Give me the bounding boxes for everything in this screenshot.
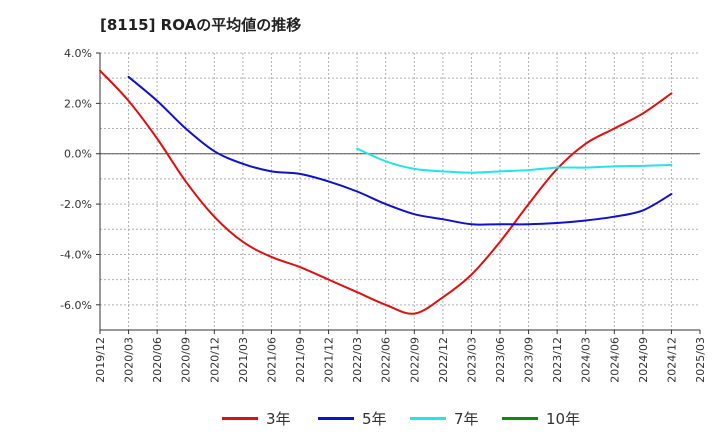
x-tick-label: 2024/12 [665, 337, 678, 383]
legend-label-5y: 5年 [362, 410, 387, 428]
x-tick-label: 2022/09 [408, 337, 421, 383]
x-tick-label: 2021/12 [323, 337, 336, 383]
x-tick-label: 2022/06 [380, 337, 393, 383]
legend-label-3y: 3年 [266, 410, 291, 428]
y-tick-label: -4.0% [60, 248, 92, 261]
legend-swatch-5y [318, 417, 354, 420]
series-line-7年 [356, 147, 673, 174]
x-tick-label: 2023/12 [551, 337, 564, 383]
legend-swatch-3y [222, 417, 258, 420]
x-tick-label: 2020/06 [151, 337, 164, 383]
x-tick-label: 2023/09 [523, 337, 536, 383]
x-tick-label: 2023/03 [465, 337, 478, 383]
legend-item-10y: 10年 [502, 408, 580, 429]
x-tick-label: 2024/03 [580, 337, 593, 383]
x-tick-label: 2023/06 [494, 337, 507, 383]
series-line-3年 [99, 69, 673, 315]
series-line-5年 [127, 75, 673, 226]
legend-item-5y: 5年 [318, 408, 387, 429]
x-tick-label: 2021/06 [265, 337, 278, 383]
grid-lines [100, 52, 700, 331]
y-tick-label: 0.0% [64, 148, 92, 161]
x-tick-label: 2022/03 [351, 337, 364, 383]
plot-area [100, 53, 700, 330]
x-tick-label: 2021/09 [294, 337, 307, 383]
legend-swatch-10y [502, 417, 538, 420]
x-tick-label: 2025/03 [694, 337, 707, 383]
x-tick-label: 2019/12 [94, 337, 107, 383]
x-tick-label: 2024/09 [637, 337, 650, 383]
x-tick-label: 2021/03 [237, 337, 250, 383]
legend-label-10y: 10年 [546, 410, 581, 428]
x-tick-label: 2020/12 [208, 337, 221, 383]
legend-item-3y: 3年 [222, 408, 291, 429]
y-tick-label: -2.0% [60, 198, 92, 211]
x-tick-label: 2020/09 [180, 337, 193, 383]
x-tick-label: 2020/03 [123, 337, 136, 383]
series-lines [99, 69, 673, 315]
legend-label-7y: 7年 [454, 410, 479, 428]
y-tick-label: 2.0% [64, 97, 92, 110]
axes: 4.0% 2.0% 0.0% -2.0% -4.0% -6.0% 2019/12 2020/0… [60, 47, 707, 383]
legend-item-7y: 7年 [410, 408, 479, 429]
chart-title: [8115] ROAの平均値の推移 [100, 16, 302, 34]
y-tick-label: 4.0% [64, 47, 92, 60]
legend-swatch-7y [410, 417, 446, 420]
x-tick-label: 2024/06 [608, 337, 621, 383]
y-tick-label: -6.0% [60, 299, 92, 312]
x-tick-label: 2022/12 [437, 337, 450, 383]
